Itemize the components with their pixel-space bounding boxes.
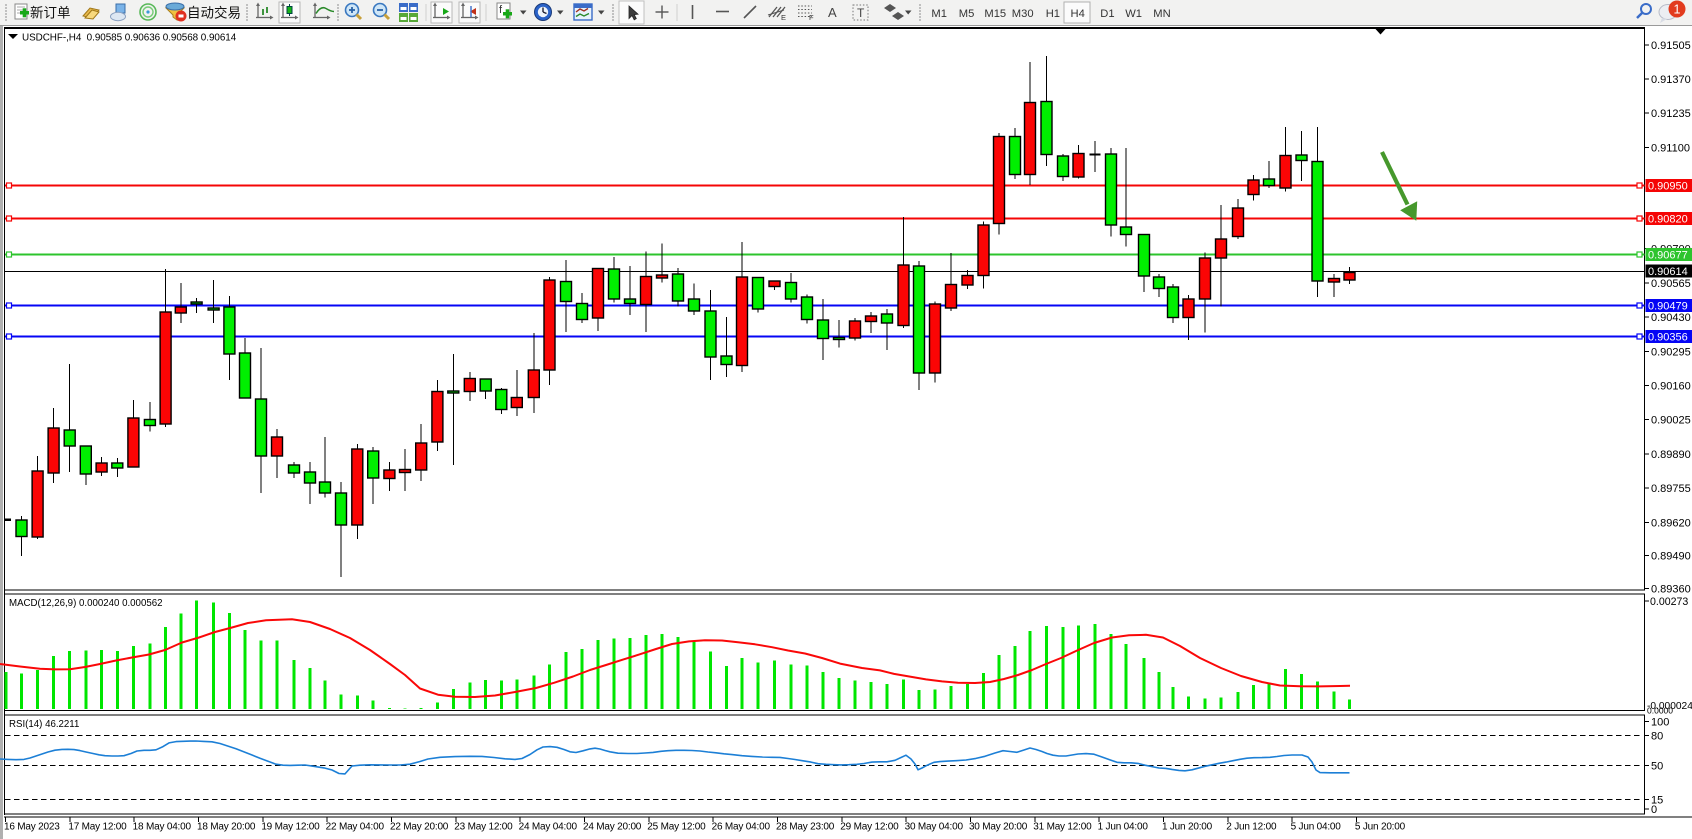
svg-text:17 May 12:00: 17 May 12:00 <box>68 822 127 833</box>
svg-text:E: E <box>781 13 786 22</box>
svg-text:18 May 04:00: 18 May 04:00 <box>133 822 192 833</box>
svg-text:M30: M30 <box>1012 8 1034 20</box>
svg-text:5 Jun 04:00: 5 Jun 04:00 <box>1291 822 1342 833</box>
svg-text:0.90160: 0.90160 <box>1651 381 1691 393</box>
svg-text:0: 0 <box>1651 804 1657 816</box>
svg-text:0.89890: 0.89890 <box>1651 449 1691 461</box>
svg-text:0.90430: 0.90430 <box>1651 312 1691 324</box>
svg-text:0.90295: 0.90295 <box>1651 346 1691 358</box>
svg-text:30 May 04:00: 30 May 04:00 <box>905 822 964 833</box>
svg-text:0.91370: 0.91370 <box>1651 74 1691 86</box>
svg-text:-0.000024: -0.000024 <box>1647 701 1692 712</box>
svg-text:5 Jun 20:00: 5 Jun 20:00 <box>1355 822 1406 833</box>
svg-text:0.90025: 0.90025 <box>1651 415 1691 427</box>
svg-text:1: 1 <box>1674 3 1681 17</box>
svg-text:31 May 12:00: 31 May 12:00 <box>1033 822 1092 833</box>
svg-text:H1: H1 <box>1046 8 1060 20</box>
svg-text:RSI(14) 46.2211: RSI(14) 46.2211 <box>9 719 79 730</box>
svg-text:0.91100: 0.91100 <box>1651 142 1690 154</box>
svg-text:0.91235: 0.91235 <box>1651 108 1691 120</box>
svg-text:25 May 12:00: 25 May 12:00 <box>647 822 706 833</box>
svg-text:M1: M1 <box>931 8 947 20</box>
svg-text:0.90950: 0.90950 <box>1648 181 1688 193</box>
svg-text:USDCHF-,H4 0.90585 0.90636 0.: USDCHF-,H4 0.90585 0.90636 0.90568 0.906… <box>22 33 237 44</box>
svg-text:100: 100 <box>1651 716 1669 728</box>
svg-text:16 May 2023: 16 May 2023 <box>4 822 60 833</box>
svg-text:M5: M5 <box>959 8 975 20</box>
svg-text:F: F <box>809 13 814 22</box>
svg-text:28 May 23:00: 28 May 23:00 <box>776 822 835 833</box>
svg-text:0.90356: 0.90356 <box>1648 332 1688 344</box>
svg-text:24 May 20:00: 24 May 20:00 <box>583 822 642 833</box>
svg-text:1 Jun 04:00: 1 Jun 04:00 <box>1098 822 1149 833</box>
svg-text:A: A <box>828 5 837 20</box>
svg-text:0.89360: 0.89360 <box>1651 583 1691 595</box>
svg-text:2 Jun 12:00: 2 Jun 12:00 <box>1226 822 1277 833</box>
svg-text:0.90479: 0.90479 <box>1648 301 1688 313</box>
svg-text:22 May 04:00: 22 May 04:00 <box>326 822 385 833</box>
svg-text:MACD(12,26,9) 0.000240 0.00056: MACD(12,26,9) 0.000240 0.000562 <box>9 598 163 609</box>
svg-text:80: 80 <box>1651 731 1663 743</box>
svg-text:29 May 12:00: 29 May 12:00 <box>840 822 899 833</box>
svg-text:15: 15 <box>1651 795 1663 807</box>
svg-text:H4: H4 <box>1071 8 1085 20</box>
svg-text:0.00273: 0.00273 <box>1650 596 1688 608</box>
svg-text:18 May 20:00: 18 May 20:00 <box>197 822 256 833</box>
svg-text:M15: M15 <box>984 8 1006 20</box>
svg-text:0.90820: 0.90820 <box>1648 214 1688 226</box>
svg-text:0.90565: 0.90565 <box>1651 278 1691 290</box>
svg-text:0.90677: 0.90677 <box>1648 250 1688 262</box>
svg-text:0.89620: 0.89620 <box>1651 517 1691 529</box>
svg-text:0.0000: 0.0000 <box>1647 706 1673 716</box>
svg-text:0.89755: 0.89755 <box>1651 483 1691 495</box>
svg-text:MN: MN <box>1153 8 1170 20</box>
svg-text:26 May 04:00: 26 May 04:00 <box>712 822 771 833</box>
svg-text:自动交易: 自动交易 <box>187 5 241 21</box>
svg-text:0.89490: 0.89490 <box>1651 550 1691 562</box>
svg-text:30 May 20:00: 30 May 20:00 <box>969 822 1028 833</box>
svg-text:19 May 12:00: 19 May 12:00 <box>261 822 320 833</box>
svg-text:24 May 04:00: 24 May 04:00 <box>519 822 578 833</box>
svg-text:T: T <box>857 6 865 20</box>
svg-text:50: 50 <box>1651 760 1663 772</box>
svg-text:新订单: 新订单 <box>30 6 71 21</box>
svg-text:D1: D1 <box>1100 8 1114 20</box>
svg-text:23 May 12:00: 23 May 12:00 <box>454 822 513 833</box>
svg-text:22 May 20:00: 22 May 20:00 <box>390 822 449 833</box>
svg-text:1 Jun 20:00: 1 Jun 20:00 <box>1162 822 1213 833</box>
svg-text:0.91505: 0.91505 <box>1651 40 1691 52</box>
svg-text:0.90614: 0.90614 <box>1648 266 1688 278</box>
svg-text:f: f <box>499 4 503 16</box>
svg-text:W1: W1 <box>1125 8 1142 20</box>
